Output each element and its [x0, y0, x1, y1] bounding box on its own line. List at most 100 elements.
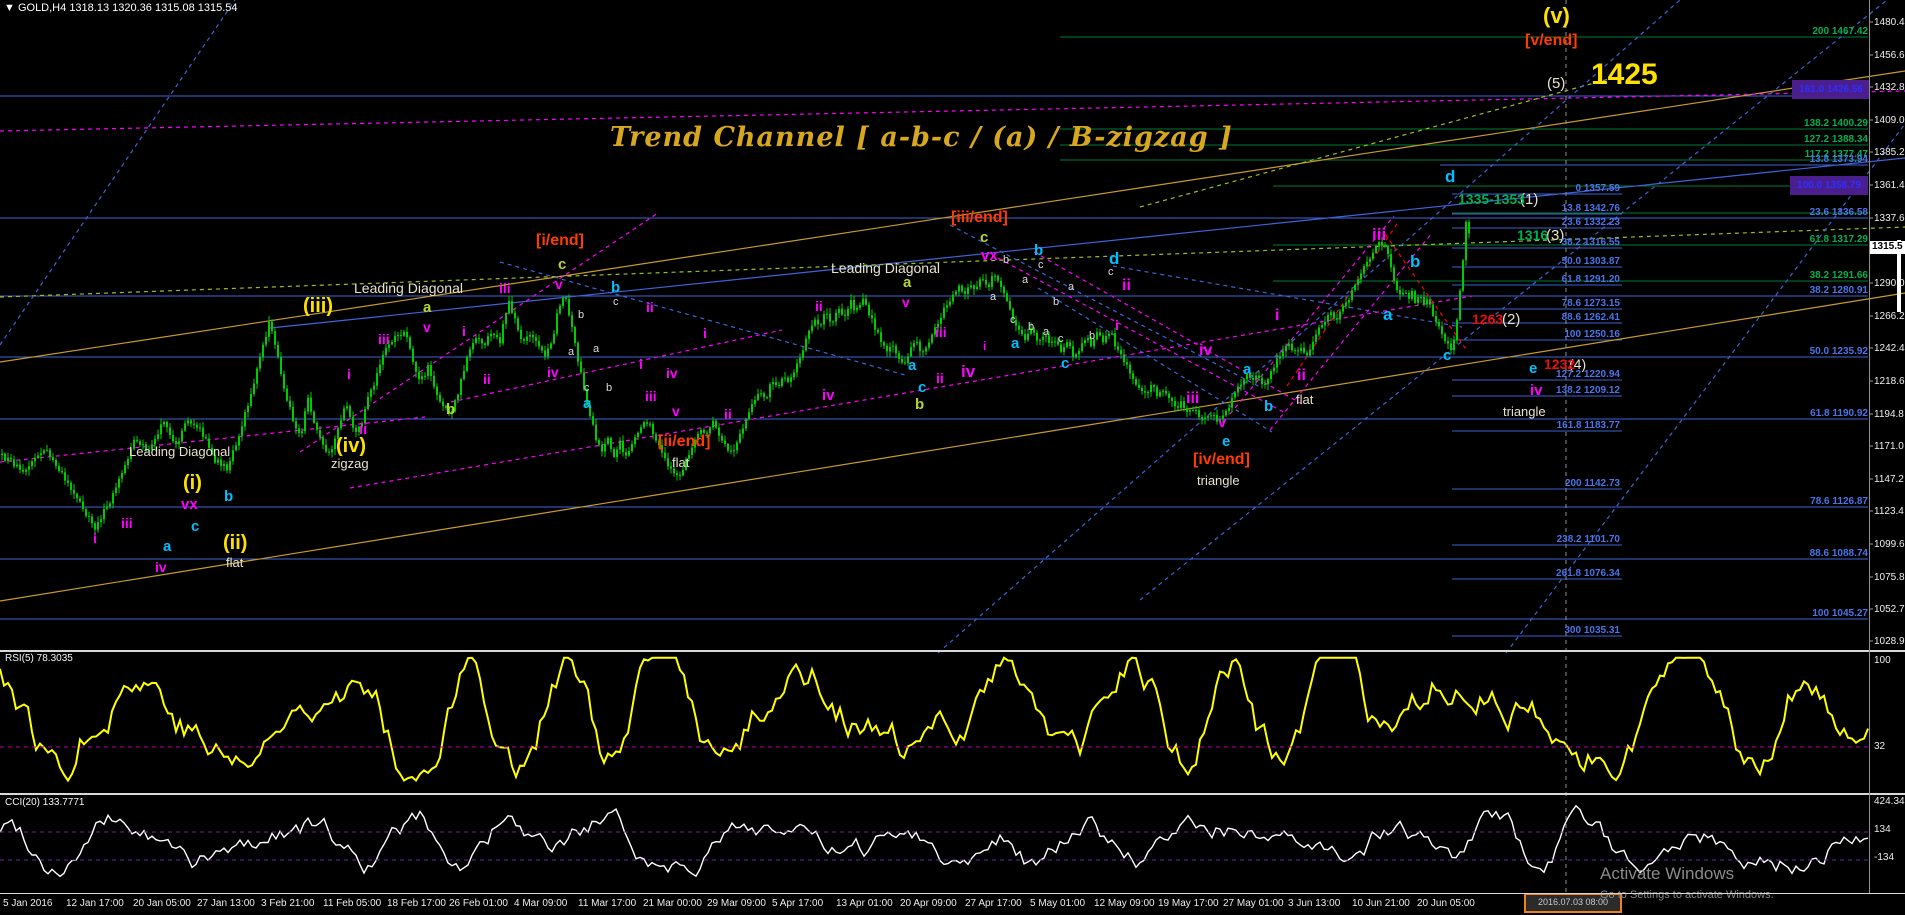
time-axis-label[interactable]: 19 May 17:00 — [1158, 898, 1219, 909]
wave-label[interactable]: a — [423, 299, 432, 316]
wave-label[interactable]: ii — [646, 299, 654, 315]
time-axis-label[interactable]: 5 Jan 2016 — [3, 898, 53, 909]
wave-label[interactable]: iii — [645, 388, 657, 404]
trendline[interactable] — [299, 212, 659, 453]
wave-label[interactable]: iv — [1199, 342, 1213, 359]
wave-label[interactable]: b — [578, 309, 585, 321]
wave-label[interactable]: b — [1264, 398, 1274, 415]
wave-label[interactable]: a — [1022, 274, 1029, 286]
wave-label[interactable]: c — [1108, 266, 1114, 278]
wave-label[interactable]: c — [980, 229, 989, 246]
wave-label[interactable]: b — [611, 279, 621, 296]
time-axis-label[interactable]: 11 Mar 17:00 — [578, 898, 637, 909]
trendline[interactable] — [349, 295, 1473, 489]
wave-label[interactable]: v — [902, 294, 910, 310]
trendline[interactable] — [0, 292, 1905, 602]
wave-label[interactable]: i — [639, 356, 643, 372]
wave-label[interactable]: (4) — [1569, 356, 1587, 372]
wave-label[interactable]: 1425 — [1591, 58, 1658, 91]
time-axis-label[interactable]: 20 Jan 05:00 — [133, 898, 191, 909]
time-axis-label[interactable]: 10 Jun 21:00 — [1352, 898, 1410, 909]
wave-label[interactable]: d — [1109, 249, 1120, 268]
wave-label[interactable]: b — [1003, 254, 1010, 266]
wave-label[interactable]: a — [1068, 281, 1075, 293]
time-axis-label[interactable]: 27 Apr 17:00 — [965, 898, 1022, 909]
wave-label[interactable]: iii — [499, 280, 511, 296]
wave-label[interactable]: a — [1011, 335, 1020, 352]
trendline[interactable] — [0, 226, 1905, 298]
wave-label[interactable]: (ii) — [223, 532, 248, 554]
trendline[interactable] — [0, 90, 1905, 132]
wave-label[interactable]: ii — [359, 421, 368, 438]
time-axis-label[interactable]: 29 Mar 09:00 — [707, 898, 766, 909]
wave-label[interactable]: iii — [1372, 225, 1387, 244]
wave-label[interactable]: b — [1053, 296, 1060, 308]
trendline[interactable] — [1269, 232, 1433, 431]
wave-label[interactable]: a — [1243, 361, 1252, 378]
wave-label[interactable]: a — [1043, 326, 1050, 338]
rsi-panel-separator[interactable] — [0, 650, 1905, 652]
wave-label[interactable]: a — [990, 291, 997, 303]
wave-label[interactable]: iii — [1186, 390, 1200, 407]
wave-label[interactable]: 1263 — [1472, 311, 1504, 327]
wave-label[interactable]: (i) — [183, 472, 202, 494]
wave-label[interactable]: a — [903, 274, 912, 291]
wave-label[interactable]: ii — [936, 370, 944, 386]
wave-label[interactable]: ii — [724, 406, 732, 422]
time-axis-label[interactable]: 21 Mar 00:00 — [643, 898, 702, 909]
wave-label[interactable]: Leading Diagonal — [831, 260, 940, 276]
wave-label[interactable]: iv — [666, 365, 678, 381]
wave-label[interactable]: triangle — [1197, 473, 1240, 488]
wave-label[interactable]: iii — [935, 324, 947, 340]
time-axis-label[interactable]: 12 May 09:00 — [1094, 898, 1155, 909]
trendline[interactable] — [269, 157, 1905, 329]
wave-label[interactable]: iv — [822, 387, 835, 404]
time-axis-label[interactable]: 3 Jun 13:00 — [1288, 898, 1341, 909]
wave-label[interactable]: b — [1028, 321, 1035, 333]
wave-label[interactable]: d — [1445, 167, 1456, 186]
wave-label[interactable]: [i/end] — [536, 232, 584, 249]
wave-label[interactable]: iv — [155, 559, 167, 575]
wave-label[interactable]: c — [558, 256, 567, 273]
wave-label[interactable]: c — [584, 382, 590, 394]
wave-label[interactable]: zigzag — [331, 456, 369, 471]
cci-panel-separator[interactable] — [0, 793, 1905, 795]
wave-label[interactable]: [iv/end] — [1193, 451, 1250, 468]
wave-label[interactable]: b — [915, 396, 925, 413]
wave-label[interactable]: flat — [672, 455, 690, 470]
trendline[interactable] — [937, 0, 1681, 654]
trendline[interactable] — [450, 329, 783, 403]
wave-label[interactable]: ii — [1297, 367, 1306, 384]
trendline[interactable] — [0, 70, 1905, 363]
wave-label[interactable]: (2) — [1502, 311, 1521, 328]
scroll-marker[interactable] — [1897, 240, 1901, 312]
wave-label[interactable]: a — [583, 395, 592, 412]
wave-label[interactable]: i — [93, 530, 97, 546]
time-axis-label[interactable]: 20 Jun 05:00 — [1417, 898, 1475, 909]
wave-label[interactable]: 1316 — [1517, 227, 1549, 243]
trendline[interactable] — [1286, 220, 1400, 387]
wave-label[interactable]: Leading Diagonal — [354, 280, 463, 296]
wave-label[interactable]: 1232 — [1544, 356, 1576, 372]
wave-label[interactable]: c — [1061, 355, 1070, 372]
trendline[interactable] — [949, 224, 1263, 389]
wave-label[interactable]: ii — [483, 371, 491, 387]
wave-label[interactable]: i — [347, 366, 351, 382]
trendline[interactable] — [1229, 215, 1395, 415]
wave-label[interactable]: b — [446, 401, 456, 418]
wave-label[interactable]: iv — [1530, 382, 1543, 399]
wave-label[interactable]: (iii) — [303, 295, 333, 317]
wave-label[interactable]: b — [224, 488, 234, 505]
wave-label[interactable]: iv — [547, 364, 559, 380]
wave-label[interactable]: v — [1218, 414, 1227, 431]
time-axis-label[interactable]: 12 Jan 17:00 — [66, 898, 124, 909]
time-axis-label[interactable]: 11 Feb 05:00 — [323, 898, 382, 909]
time-axis-label[interactable]: 13 Apr 01:00 — [836, 898, 893, 909]
wave-label[interactable]: [iii/end] — [951, 209, 1008, 226]
wave-label[interactable]: c — [918, 379, 927, 396]
time-axis-label[interactable]: 20 Apr 09:00 — [900, 898, 957, 909]
wave-label[interactable]: (3) — [1546, 227, 1565, 244]
wave-label[interactable]: vx — [181, 496, 198, 513]
wave-label[interactable]: c — [1443, 347, 1452, 364]
